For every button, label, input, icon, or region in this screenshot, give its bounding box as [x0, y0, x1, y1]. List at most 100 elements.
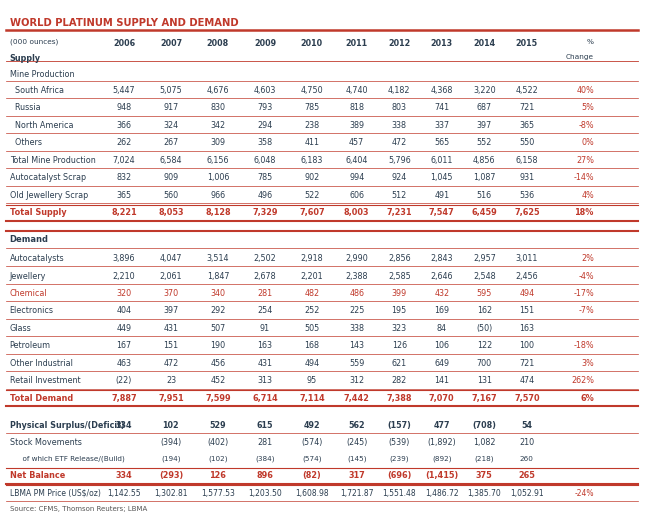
- Text: %: %: [587, 39, 594, 45]
- Text: 1,486.72: 1,486.72: [425, 489, 459, 498]
- Text: -17%: -17%: [573, 289, 594, 298]
- Text: 1,052.91: 1,052.91: [510, 489, 544, 498]
- Text: 84: 84: [437, 324, 447, 333]
- Text: 2,957: 2,957: [473, 254, 496, 263]
- Text: 8,053: 8,053: [158, 209, 183, 218]
- Text: 2,502: 2,502: [253, 254, 276, 263]
- Text: 7,329: 7,329: [252, 209, 278, 218]
- Text: 482: 482: [305, 289, 319, 298]
- Text: 452: 452: [211, 376, 226, 385]
- Text: 320: 320: [117, 289, 132, 298]
- Text: 931: 931: [519, 173, 535, 183]
- Text: 6,404: 6,404: [345, 156, 368, 165]
- Text: Net Balance: Net Balance: [10, 471, 65, 480]
- Text: 8,221: 8,221: [111, 209, 137, 218]
- Text: 0%: 0%: [581, 138, 594, 147]
- Text: 1,608.98: 1,608.98: [295, 489, 329, 498]
- Text: 2014: 2014: [473, 39, 496, 48]
- Text: 536: 536: [519, 191, 535, 200]
- Text: 195: 195: [391, 306, 407, 316]
- Text: 2,388: 2,388: [345, 271, 368, 280]
- Text: 163: 163: [520, 324, 535, 333]
- Text: (000 ounces): (000 ounces): [10, 39, 58, 45]
- Text: 924: 924: [391, 173, 407, 183]
- Text: 262: 262: [117, 138, 132, 147]
- Text: 4%: 4%: [581, 191, 594, 200]
- Text: 7,887: 7,887: [111, 394, 137, 403]
- Text: 313: 313: [257, 376, 272, 385]
- Text: Retail Investment: Retail Investment: [10, 376, 80, 385]
- Text: 431: 431: [257, 359, 272, 368]
- Text: 389: 389: [349, 121, 364, 130]
- Text: 262%: 262%: [571, 376, 594, 385]
- Text: 1,385.70: 1,385.70: [467, 489, 501, 498]
- Text: WORLD PLATINUM SUPPLY AND DEMAND: WORLD PLATINUM SUPPLY AND DEMAND: [10, 18, 238, 28]
- Text: 803: 803: [392, 103, 407, 112]
- Text: 254: 254: [257, 306, 273, 316]
- Text: 281: 281: [257, 438, 273, 447]
- Text: 449: 449: [117, 324, 132, 333]
- Text: 141: 141: [434, 376, 449, 385]
- Text: 225: 225: [349, 306, 364, 316]
- Text: 4,522: 4,522: [516, 86, 538, 95]
- Text: 309: 309: [211, 138, 226, 147]
- Text: 334: 334: [115, 471, 132, 480]
- Text: 507: 507: [211, 324, 226, 333]
- Text: 4,047: 4,047: [159, 254, 182, 263]
- Text: 6,183: 6,183: [301, 156, 323, 165]
- Text: 2009: 2009: [254, 39, 276, 48]
- Text: Other Industrial: Other Industrial: [10, 359, 73, 368]
- Text: -14%: -14%: [573, 173, 594, 183]
- Text: 163: 163: [257, 342, 272, 351]
- Text: 505: 505: [305, 324, 319, 333]
- Text: 2,856: 2,856: [388, 254, 411, 263]
- Text: 2,678: 2,678: [253, 271, 276, 280]
- Text: 106: 106: [434, 342, 449, 351]
- Text: 267: 267: [163, 138, 179, 147]
- Text: 785: 785: [257, 173, 273, 183]
- Text: Total Mine Production: Total Mine Production: [10, 156, 95, 165]
- Text: 721: 721: [519, 359, 535, 368]
- Text: 552: 552: [477, 138, 492, 147]
- Text: 282: 282: [391, 376, 407, 385]
- Text: Change: Change: [566, 54, 594, 60]
- Text: 2,990: 2,990: [345, 254, 368, 263]
- Text: (384): (384): [255, 456, 275, 462]
- Text: 8,003: 8,003: [344, 209, 369, 218]
- Text: 190: 190: [211, 342, 226, 351]
- Text: 122: 122: [477, 342, 492, 351]
- Text: 492: 492: [304, 421, 320, 430]
- Text: 281: 281: [257, 289, 273, 298]
- Text: 1,045: 1,045: [430, 173, 453, 183]
- Text: (157): (157): [388, 421, 411, 430]
- Text: Demand: Demand: [10, 235, 49, 244]
- Text: 721: 721: [519, 103, 535, 112]
- Text: 1,082: 1,082: [473, 438, 496, 447]
- Text: 2015: 2015: [516, 39, 538, 48]
- Text: 621: 621: [391, 359, 407, 368]
- Text: 5,075: 5,075: [159, 86, 182, 95]
- Text: 785: 785: [305, 103, 319, 112]
- Text: 365: 365: [117, 191, 132, 200]
- Text: (402): (402): [207, 438, 229, 447]
- Text: 7,388: 7,388: [386, 394, 412, 403]
- Text: 7,070: 7,070: [429, 394, 455, 403]
- Text: 4,676: 4,676: [207, 86, 229, 95]
- Text: 252: 252: [305, 306, 319, 316]
- Text: 7,547: 7,547: [429, 209, 455, 218]
- Text: 2,918: 2,918: [301, 254, 323, 263]
- Text: 1,203.50: 1,203.50: [248, 489, 282, 498]
- Text: 151: 151: [163, 342, 178, 351]
- Text: 334: 334: [116, 421, 132, 430]
- Text: 6,459: 6,459: [472, 209, 497, 218]
- Text: -24%: -24%: [574, 489, 594, 498]
- Text: 5%: 5%: [581, 103, 594, 112]
- Text: Physical Surplus/(Deficit): Physical Surplus/(Deficit): [10, 421, 124, 430]
- Text: 27%: 27%: [576, 156, 594, 165]
- Text: 457: 457: [349, 138, 364, 147]
- Text: 2,843: 2,843: [430, 254, 453, 263]
- Text: 472: 472: [391, 138, 407, 147]
- Text: 741: 741: [434, 103, 449, 112]
- Text: 7,024: 7,024: [113, 156, 135, 165]
- Text: (50): (50): [476, 324, 492, 333]
